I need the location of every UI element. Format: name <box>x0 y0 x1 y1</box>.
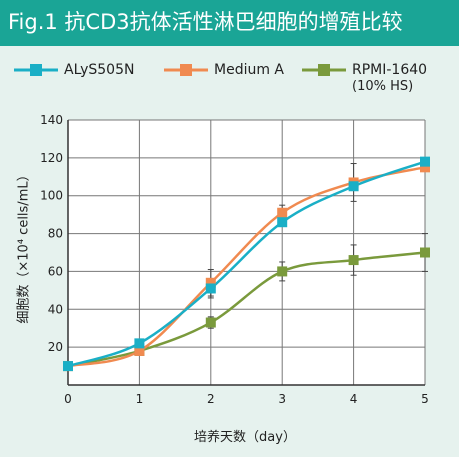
legend-item-rpmi-1640: RPMI-1640 (10% HS) <box>302 58 452 94</box>
y-tick-label: 40 <box>48 302 63 316</box>
y-tick-label: 60 <box>48 264 63 278</box>
legend-swatch-alys505n <box>14 64 58 76</box>
data-point-rpmi-1640 <box>420 247 430 258</box>
legend-label-rpmi-1640: RPMI-1640 <box>352 62 428 78</box>
x-axis-title: 培养天数（day） <box>194 430 296 445</box>
legend-item-alys505n: ALyS505N <box>14 58 154 92</box>
figure-header: Fig.1 抗CD3抗体活性淋巴细胞的增殖比较 <box>0 0 459 46</box>
data-point-medium-a <box>277 207 288 218</box>
data-point-medium-a <box>205 277 216 288</box>
x-tick-label: 0 <box>64 392 72 406</box>
data-point-medium-a <box>134 345 145 356</box>
data-point-medium-a <box>420 162 430 173</box>
data-point-rpmi-1640 <box>277 266 288 277</box>
x-tick-label: 4 <box>350 392 358 406</box>
data-point-alys505n <box>63 361 73 372</box>
data-point-rpmi-1640 <box>348 255 359 266</box>
y-axis-title: 细胞数（×10⁴ cells/mL） <box>16 168 32 324</box>
legend-swatch-medium-a <box>164 64 208 76</box>
data-point-rpmi-1640 <box>205 317 216 328</box>
y-tick-label: 120 <box>40 151 63 165</box>
x-tick-label: 3 <box>278 392 286 406</box>
data-point-alys505n <box>134 338 145 349</box>
data-point-alys505n <box>277 217 288 228</box>
legend-label-alys505n: ALyS505N <box>64 62 135 78</box>
x-tick-label: 2 <box>207 392 215 406</box>
y-tick-label: 20 <box>48 340 63 354</box>
x-tick-label: 5 <box>421 392 429 406</box>
data-point-alys505n <box>348 181 359 192</box>
y-tick-label: 100 <box>40 189 63 203</box>
legend-item-medium-a: Medium A <box>164 58 294 92</box>
legend-label-medium-a: Medium A <box>214 62 285 78</box>
data-point-alys505n <box>205 283 216 294</box>
y-tick-label: 80 <box>48 227 63 241</box>
figure-title: Fig.1 抗CD3抗体活性淋巴细胞的增殖比较 <box>8 10 403 34</box>
chart-legend: ALyS505N Medium A RPMI-1640 (10% HS) <box>0 58 459 108</box>
legend-swatch-rpmi-1640 <box>302 64 346 76</box>
x-tick-label: 1 <box>136 392 144 406</box>
data-point-alys505n <box>420 156 430 167</box>
legend-sublabel-rpmi-1640: (10% HS) <box>352 79 414 94</box>
y-tick-label: 140 <box>40 113 63 127</box>
